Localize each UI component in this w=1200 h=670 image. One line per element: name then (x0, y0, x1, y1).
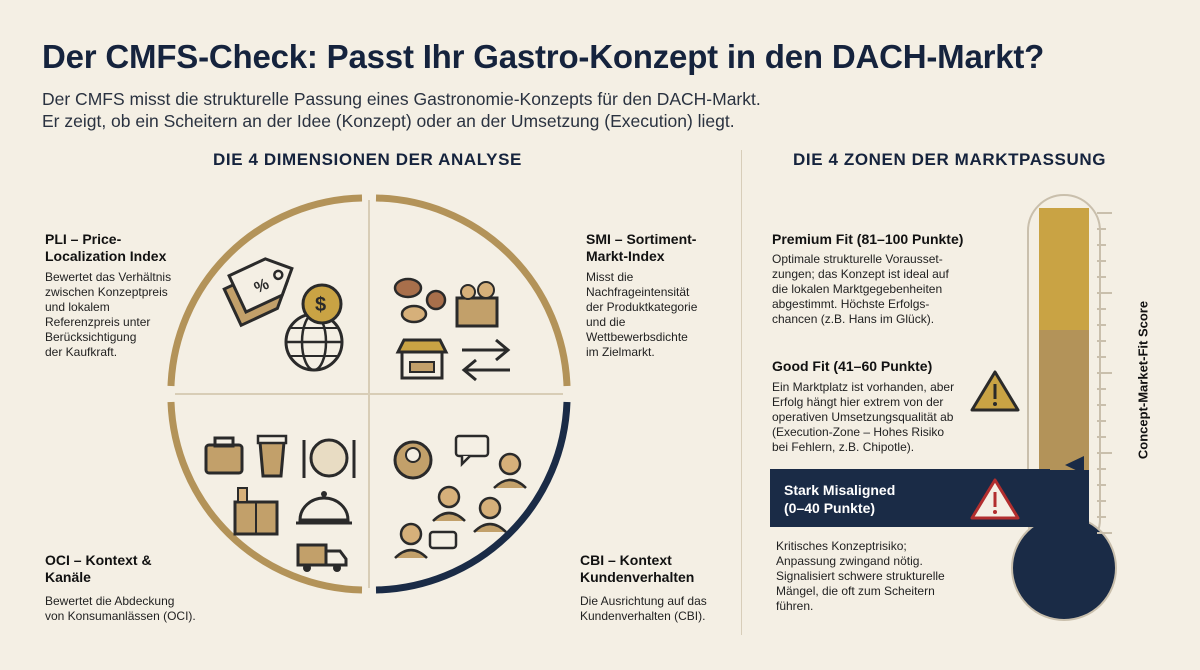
dimension-pli-desc: Bewertet das Verhältnis zwischen Konzept… (45, 270, 171, 360)
arc-oci (167, 401, 363, 594)
desc-line: Kritisches Konzeptrisiko; (776, 539, 907, 553)
delivery-box-icon (233, 487, 279, 536)
desc-line: Misst die (586, 270, 634, 284)
desc-line: und lokalem (45, 300, 110, 314)
food-products-icon (393, 277, 499, 328)
dimension-smi-title: SMI – Sortiment- Markt-Index (586, 231, 696, 265)
desc-line: abgestimmt. Höchste Erfolgs- (772, 297, 930, 311)
desc-line: Ein Marktplatz ist vorhanden, aber (772, 380, 955, 394)
svg-text:%: % (252, 276, 272, 297)
desc-line: Bewertet das Verhältnis (45, 270, 172, 284)
zone-good-title: Good Fit (41–60 Punkte) (772, 358, 933, 374)
desc-line: operativen Umsetzungsqualität ab (772, 410, 954, 424)
lunchbox-icon (204, 436, 244, 475)
warning-icon (970, 370, 1020, 412)
title-line: (0–40 Punkte) (784, 500, 876, 516)
desc-line: chancen (z.B. Hans im Glück). (772, 312, 935, 326)
desc-line: der Kaufkraft. (45, 345, 118, 359)
speech-bubble-icon (428, 434, 490, 550)
coffee-cup-icon (256, 434, 288, 478)
desc-line: Kundenverhalten (CBI). (580, 609, 706, 623)
dimension-smi-desc: Misst die Nachfrageintensität der Produk… (586, 270, 697, 360)
title-line: Kanäle (45, 569, 91, 585)
thermometer-scale (1097, 212, 1112, 534)
subtitle-line: Er zeigt, ob ein Scheitern an der Idee (… (42, 111, 735, 131)
desc-line: Anpassung zwingand nötig. (776, 554, 923, 568)
desc-line: führen. (776, 599, 814, 613)
title-line: Stark Misaligned (784, 482, 896, 498)
customer-avatar-icon (393, 440, 527, 559)
svg-text:$: $ (315, 294, 326, 316)
score-thermometer (1011, 194, 1117, 621)
plate-cutlery-icon (302, 438, 356, 478)
arc-cbi (375, 401, 571, 594)
title-line: CBI – Kontext (580, 552, 672, 568)
zone-premium-desc: Optimale strukturelle Vorausset- zungen;… (772, 252, 949, 327)
desc-line: (Execution-Zone – Hohes Risiko (772, 425, 945, 439)
desc-line: und die (586, 315, 626, 329)
title-line: Kundenverhalten (580, 569, 695, 585)
zone-premium-title: Premium Fit (81–100 Punkte) (772, 231, 964, 247)
title-line: OCI – Kontext & (45, 552, 152, 568)
title-line: SMI – Sortiment- (586, 231, 697, 247)
dimension-cbi-desc: Die Ausrichtung auf das Kundenverhalten … (580, 594, 707, 624)
desc-line: Signalisiert schwere strukturelle (776, 569, 945, 583)
score-axis-label: Concept-Market-Fit Score (1135, 300, 1151, 460)
title-line: Markt-Index (586, 248, 665, 264)
desc-line: Die Ausrichtung auf das (580, 594, 707, 608)
market-stall-icon (395, 338, 449, 380)
zone-misaligned-desc: Kritisches Konzeptrisiko; Anpassung zwin… (776, 539, 945, 614)
arc-smi (375, 194, 571, 387)
delivery-truck-icon (296, 543, 348, 572)
desc-line: zungen; das Konzept ist ideal auf (772, 267, 949, 281)
dollar-globe-icon: $ (284, 283, 344, 372)
zone-good-desc: Ein Marktplatz ist vorhanden, aber Erfol… (772, 380, 954, 455)
desc-line: im Zielmarkt. (586, 345, 655, 359)
zone-misaligned-banner: Stark Misaligned (0–40 Punkte) (770, 469, 1050, 527)
desc-line: Nachfrageintensität (586, 285, 690, 299)
desc-line: die lokalen Marktgegebenheiten (772, 282, 943, 296)
dimension-cbi-title: CBI – Kontext Kundenverhalten (580, 552, 694, 586)
desc-line: Berücksichtigung (45, 330, 137, 344)
desc-line: von Konsumanlässen (OCI). (45, 609, 196, 623)
desc-line: Erfolg hängt hier extrem von der (772, 395, 944, 409)
dimension-pli-title: PLI – Price- Localization Index (45, 231, 166, 265)
dimension-oci-title: OCI – Kontext & Kanäle (45, 552, 152, 586)
subtitle-line: Der CMFS misst die strukturelle Passung … (42, 89, 761, 109)
title-line: Localization Index (45, 248, 167, 264)
desc-line: Wettbewerbsdichte (586, 330, 688, 344)
zones-heading: DIE 4 ZONEN DER MARKTPASSUNG (793, 150, 1107, 169)
exchange-arrows-icon (461, 338, 511, 382)
desc-line: Mängel, die oft zum Scheitern (776, 584, 935, 598)
cloche-icon (296, 491, 352, 525)
desc-line: zwischen Konzeptpreis (45, 285, 168, 299)
title-line: PLI – Price- (45, 231, 122, 247)
desc-line: Optimale strukturelle Vorausset- (772, 252, 943, 266)
desc-line: bei Fehlern, z.B. Chipotle). (772, 440, 915, 454)
dimension-oci-desc: Bewertet die Abdeckung von Konsumanlässe… (45, 594, 196, 624)
section-divider (741, 150, 742, 635)
desc-line: Referenzpreis unter (45, 315, 151, 329)
price-tag-icon: % (222, 257, 294, 328)
page-title: Der CMFS-Check: Passt Ihr Gastro-Konzept… (42, 38, 1045, 75)
desc-line: Bewertet die Abdeckung (45, 594, 175, 608)
arc-pli (167, 194, 363, 387)
desc-line: der Produktkategorie (586, 300, 698, 314)
page-subtitle: Der CMFS misst die strukturelle Passung … (42, 88, 862, 132)
dimensions-heading: DIE 4 DIMENSIONEN DER ANALYSE (213, 150, 522, 169)
